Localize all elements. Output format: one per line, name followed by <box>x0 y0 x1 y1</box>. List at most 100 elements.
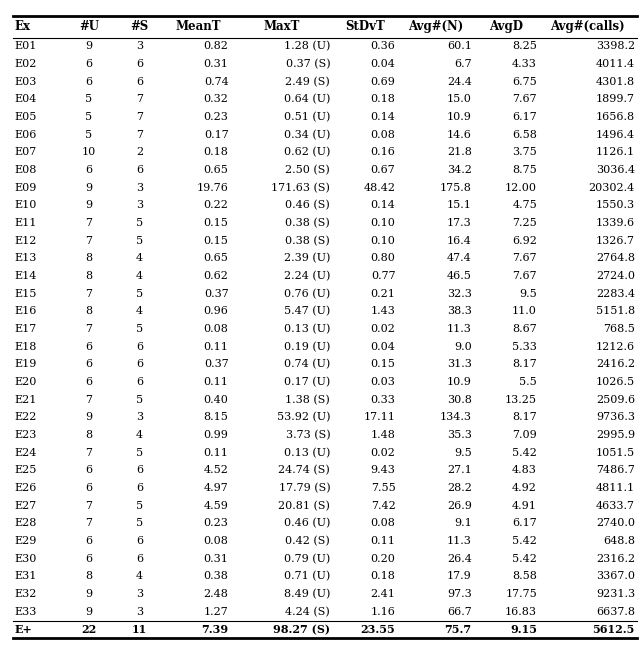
Text: 6: 6 <box>136 59 143 69</box>
Text: E12: E12 <box>15 236 37 245</box>
Text: 30.8: 30.8 <box>447 395 472 405</box>
Text: 0.71 (U): 0.71 (U) <box>284 571 330 582</box>
Text: 3398.2: 3398.2 <box>596 41 635 51</box>
Text: 46.5: 46.5 <box>447 271 472 281</box>
Text: 20302.4: 20302.4 <box>589 183 635 193</box>
Text: E22: E22 <box>15 413 37 422</box>
Text: 0.22: 0.22 <box>204 201 228 211</box>
Text: 2995.9: 2995.9 <box>596 430 635 440</box>
Text: 0.34 (U): 0.34 (U) <box>284 130 330 140</box>
Text: 10: 10 <box>82 147 96 157</box>
Text: 6: 6 <box>85 483 93 493</box>
Text: 12.00: 12.00 <box>505 183 537 193</box>
Text: E14: E14 <box>15 271 37 281</box>
Text: 6.17: 6.17 <box>512 519 537 528</box>
Text: 1.38 (S): 1.38 (S) <box>285 395 330 405</box>
Text: 7: 7 <box>85 236 92 245</box>
Text: 5: 5 <box>85 94 93 105</box>
Text: 7.55: 7.55 <box>371 483 396 493</box>
Text: 10.9: 10.9 <box>447 377 472 387</box>
Text: E05: E05 <box>15 112 37 122</box>
Text: 0.37: 0.37 <box>204 359 228 369</box>
Text: 3: 3 <box>136 183 143 193</box>
Text: 0.04: 0.04 <box>371 59 396 69</box>
Text: 0.38 (S): 0.38 (S) <box>285 218 330 228</box>
Text: 4: 4 <box>136 571 143 582</box>
Text: 0.04: 0.04 <box>371 342 396 352</box>
Text: 4301.8: 4301.8 <box>596 77 635 87</box>
Text: 3: 3 <box>136 201 143 211</box>
Text: 0.14: 0.14 <box>371 112 396 122</box>
Text: 7: 7 <box>85 324 92 334</box>
Text: 1126.1: 1126.1 <box>596 147 635 157</box>
Text: 21.8: 21.8 <box>447 147 472 157</box>
Text: 16.83: 16.83 <box>505 607 537 617</box>
Text: 2764.8: 2764.8 <box>596 253 635 263</box>
Text: AvgD: AvgD <box>489 20 524 34</box>
Text: 9.5: 9.5 <box>519 289 537 299</box>
Text: E29: E29 <box>15 536 37 546</box>
Text: 5612.5: 5612.5 <box>593 624 635 635</box>
Text: 1.16: 1.16 <box>371 607 396 617</box>
Text: 0.18: 0.18 <box>204 147 228 157</box>
Text: 0.21: 0.21 <box>371 289 396 299</box>
Text: 48.42: 48.42 <box>364 183 396 193</box>
Text: 1496.4: 1496.4 <box>596 130 635 139</box>
Text: 9: 9 <box>85 413 93 422</box>
Text: 1212.6: 1212.6 <box>596 342 635 352</box>
Text: 0.08: 0.08 <box>204 536 228 546</box>
Text: 4.59: 4.59 <box>204 501 228 511</box>
Text: 134.3: 134.3 <box>440 413 472 422</box>
Text: 2.48: 2.48 <box>204 589 228 599</box>
Text: 6: 6 <box>85 165 93 175</box>
Text: 1.48: 1.48 <box>371 430 396 440</box>
Text: 6: 6 <box>85 536 93 546</box>
Text: 0.80: 0.80 <box>371 253 396 263</box>
Text: 3: 3 <box>136 607 143 617</box>
Text: 0.31: 0.31 <box>204 59 228 69</box>
Text: 0.64 (U): 0.64 (U) <box>284 94 330 105</box>
Text: 0.40: 0.40 <box>204 395 228 405</box>
Text: E06: E06 <box>15 130 37 139</box>
Text: 7: 7 <box>136 112 143 122</box>
Text: 23.55: 23.55 <box>361 624 396 635</box>
Text: 0.15: 0.15 <box>204 218 228 228</box>
Text: 5.42: 5.42 <box>512 554 537 564</box>
Text: 9.15: 9.15 <box>510 624 537 635</box>
Text: 9: 9 <box>85 589 93 599</box>
Text: 0.51 (U): 0.51 (U) <box>284 112 330 122</box>
Text: E33: E33 <box>15 607 37 617</box>
Text: 4.24 (S): 4.24 (S) <box>285 607 330 617</box>
Text: 2740.0: 2740.0 <box>596 519 635 528</box>
Text: 6: 6 <box>85 77 93 87</box>
Text: 1339.6: 1339.6 <box>596 218 635 228</box>
Text: MaxT: MaxT <box>263 20 300 34</box>
Text: 26.9: 26.9 <box>447 501 472 511</box>
Text: 6: 6 <box>85 342 93 352</box>
Text: 3.73 (S): 3.73 (S) <box>285 430 330 440</box>
Text: E01: E01 <box>15 41 37 51</box>
Text: 2316.2: 2316.2 <box>596 554 635 564</box>
Text: 0.62: 0.62 <box>204 271 228 281</box>
Text: 0.31: 0.31 <box>204 554 228 564</box>
Text: #U: #U <box>79 20 99 34</box>
Text: 6637.8: 6637.8 <box>596 607 635 617</box>
Text: 17.9: 17.9 <box>447 571 472 582</box>
Text: 1656.8: 1656.8 <box>596 112 635 122</box>
Text: 6.92: 6.92 <box>512 236 537 245</box>
Text: 6: 6 <box>136 342 143 352</box>
Text: 3.75: 3.75 <box>512 147 537 157</box>
Text: 8: 8 <box>85 571 93 582</box>
Text: 4: 4 <box>136 271 143 281</box>
Text: 7: 7 <box>85 519 92 528</box>
Text: 0.02: 0.02 <box>371 324 396 334</box>
Text: 0.46 (S): 0.46 (S) <box>285 200 330 211</box>
Text: E24: E24 <box>15 447 37 458</box>
Text: 6: 6 <box>136 377 143 387</box>
Text: 4.97: 4.97 <box>204 483 228 493</box>
Text: 5: 5 <box>136 519 143 528</box>
Text: 0.77: 0.77 <box>371 271 396 281</box>
Text: 2.39 (U): 2.39 (U) <box>284 253 330 263</box>
Text: 15.1: 15.1 <box>447 201 472 211</box>
Text: 4.75: 4.75 <box>512 201 537 211</box>
